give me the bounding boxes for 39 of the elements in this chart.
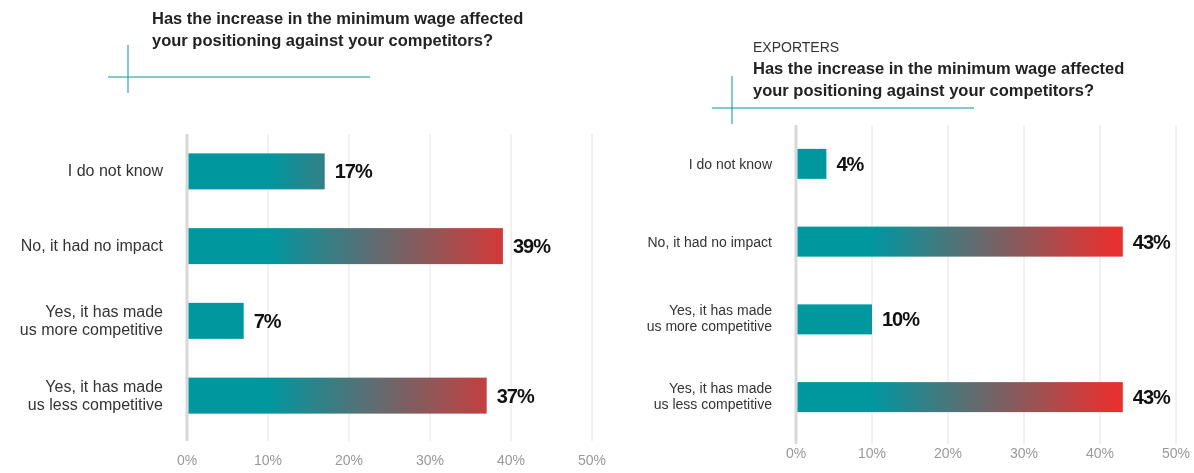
data-label: 43% [1132,386,1172,409]
y-tick-label: No, it had no impact [647,233,773,250]
x-tick-label: 40% [1085,445,1115,461]
data-label: 7% [253,309,282,332]
bar [797,148,827,179]
data-label: 17% [334,160,373,183]
data-label: 10% [882,308,921,331]
x-tick-label: 20% [933,445,963,461]
data-label: 43% [1132,230,1172,253]
x-tick-label: 10% [857,445,887,461]
x-tick-label: 0% [176,452,198,468]
x-tick-label: 10% [253,452,283,468]
x-tick-label: 30% [415,452,445,468]
y-tick-label: Yes, it has made us less competitive [27,377,164,413]
chart-title: Has the increase in the minimum wage affected your positioning against your competitors? [152,9,524,49]
bar [188,228,503,265]
x-tick-label: 20% [334,452,364,468]
x-tick-label: 50% [1161,445,1191,461]
y-tick-label: I do not know [688,155,773,172]
bar [188,302,244,339]
data-label: 4% [836,152,865,175]
chart-subtitle: EXPORTERS [753,39,840,55]
y-tick-label: I do not know [67,162,164,180]
bar [188,377,487,414]
bar [797,226,1123,257]
bar [797,382,1123,413]
y-tick-label: Yes, it has made us less competitive [653,380,773,413]
data-label: 39% [512,235,552,258]
x-tick-label: 40% [496,452,526,468]
x-tick-label: 30% [1009,445,1039,461]
y-tick-label: No, it had no impact [20,237,164,255]
x-tick-label: 50% [577,452,607,468]
chart-title: Has the increase in the minimum wage affected your positioning against your competitors? [753,59,1125,99]
data-label: 37% [496,384,535,407]
bar [188,153,325,190]
bar [797,304,872,335]
x-tick-label: 0% [785,445,807,461]
y-tick-label: Yes, it has made us more competitive [646,302,773,335]
y-tick-label: Yes, it has made us more competitive [19,302,164,338]
